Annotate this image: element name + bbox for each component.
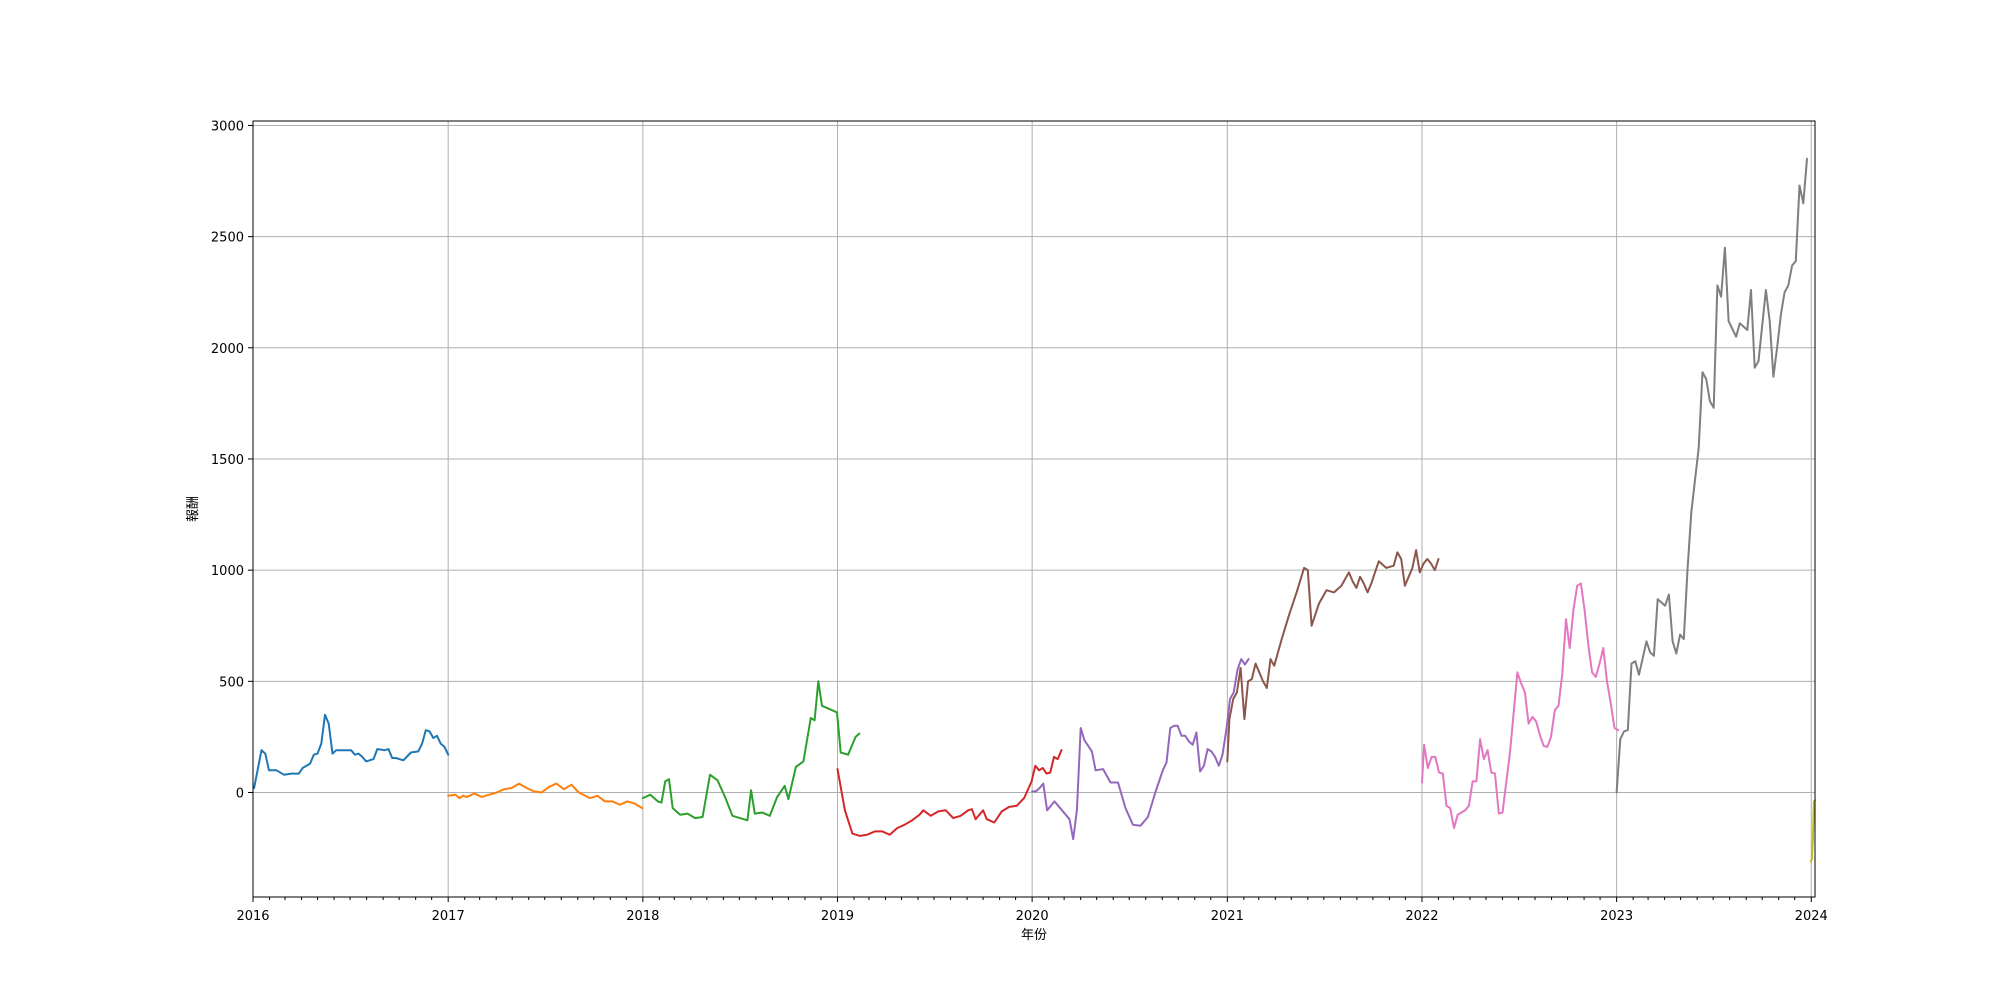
- y-tick-label: 2000: [211, 342, 244, 357]
- x-tick-label: 2024: [1795, 909, 1828, 924]
- x-tick-label: 2016: [236, 909, 269, 924]
- y-tick-label: 2500: [211, 231, 244, 246]
- y-tick-label: 1500: [211, 453, 244, 468]
- series-line-9: [1809, 799, 1816, 863]
- x-tick-label: 2020: [1016, 909, 1049, 924]
- grid: [252, 121, 1815, 897]
- series-line-1: [253, 713, 450, 789]
- y-tick-label: 1000: [211, 564, 244, 579]
- series-line-6: [1226, 549, 1440, 763]
- x-tick-label: 2023: [1600, 909, 1633, 924]
- y-tick-label: 500: [219, 675, 244, 690]
- series-group: [253, 157, 1816, 863]
- y-axis-ticks: 0 500 1000 1500 2000 2500 3000: [211, 119, 253, 801]
- plot-frame: [252, 120, 1816, 898]
- x-axis-label: 年份: [1021, 928, 1047, 943]
- x-tick-label: 2022: [1405, 909, 1438, 924]
- x-tick-label: 2017: [432, 909, 465, 924]
- x-tick-label: 2021: [1211, 909, 1244, 924]
- y-tick-label: 0: [236, 786, 244, 801]
- y-axis-label: 報酬: [186, 496, 201, 522]
- series-line-3: [641, 680, 861, 822]
- y-tick-label: 3000: [211, 119, 244, 134]
- series-line-5: [1031, 658, 1250, 841]
- x-tick-label: 2019: [821, 909, 854, 924]
- series-line-7: [1421, 582, 1620, 830]
- x-axis-ticks: 2016 2017 2018 2019 2020 2021 2022 2023 2024: [236, 897, 1828, 924]
- x-tick-label: 2018: [626, 909, 659, 924]
- series-line-2: [447, 782, 644, 810]
- series-line-4: [836, 749, 1063, 837]
- series-line-8: [1615, 157, 1808, 794]
